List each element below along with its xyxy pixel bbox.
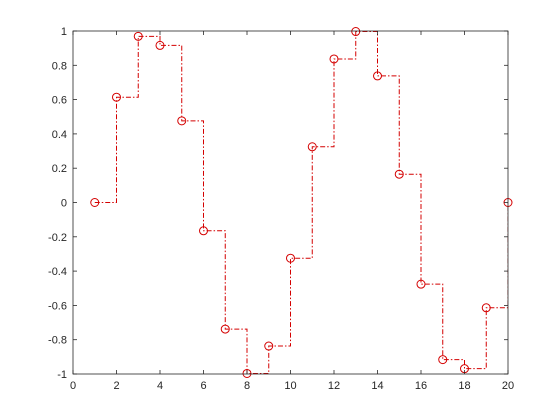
data-point-marker: [481, 303, 491, 313]
x-tick-label: 18: [458, 380, 470, 392]
plot-area: [73, 31, 508, 374]
y-tick-label: -1: [57, 369, 67, 381]
data-point-marker: [373, 71, 382, 81]
data-point-marker: [438, 355, 448, 365]
data-point-marker: [416, 279, 426, 289]
data-point-marker: [155, 40, 165, 50]
data-point-marker: [220, 324, 230, 334]
ticks-layer: 0 2 4 6 8 10 12 14 16 18 20 -1 -0.8 -0.6 -0.4 -0.2 0 0.2 0…: [48, 26, 514, 392]
series-markers: [90, 27, 513, 378]
y-tick-label: 0.4: [52, 129, 67, 141]
x-tick-label: 8: [244, 380, 250, 392]
y-tick-label: -0.6: [48, 300, 67, 312]
data-point-marker: [242, 368, 252, 378]
x-tick-label: 10: [284, 380, 296, 392]
y-tick-label: -0.8: [48, 335, 67, 347]
x-tick-label: 6: [200, 380, 206, 392]
data-point-marker: [286, 253, 295, 263]
x-tick-label: 0: [70, 380, 76, 392]
x-tick-label: 2: [113, 380, 119, 392]
x-tick-label: 4: [157, 380, 163, 392]
data-point-marker: [394, 169, 404, 179]
series-layer: [90, 27, 513, 378]
y-tick-label: 0.6: [52, 95, 67, 107]
data-point-marker: [112, 92, 121, 102]
x-tick-label: 20: [502, 380, 514, 392]
data-point-marker: [264, 341, 274, 351]
y-tick-label: -0.4: [48, 266, 67, 278]
x-tick-label: 16: [415, 380, 427, 392]
data-point-marker: [177, 116, 187, 126]
data-point-marker: [307, 142, 317, 152]
data-point-marker: [329, 54, 339, 64]
x-tick-label: 12: [328, 380, 340, 392]
y-tick-label: 0: [61, 198, 67, 210]
y-tick-label: 1: [61, 26, 67, 38]
data-point-marker: [90, 198, 100, 207]
data-point-marker: [351, 27, 361, 37]
data-point-marker: [133, 31, 143, 41]
plot-background: [73, 31, 508, 374]
y-tick-label: 0.2: [52, 163, 67, 175]
x-tick-label: 14: [371, 380, 383, 392]
data-point-marker: [199, 226, 208, 236]
y-tick-label: -0.2: [48, 232, 67, 244]
y-tick-label: 0.8: [52, 60, 67, 72]
